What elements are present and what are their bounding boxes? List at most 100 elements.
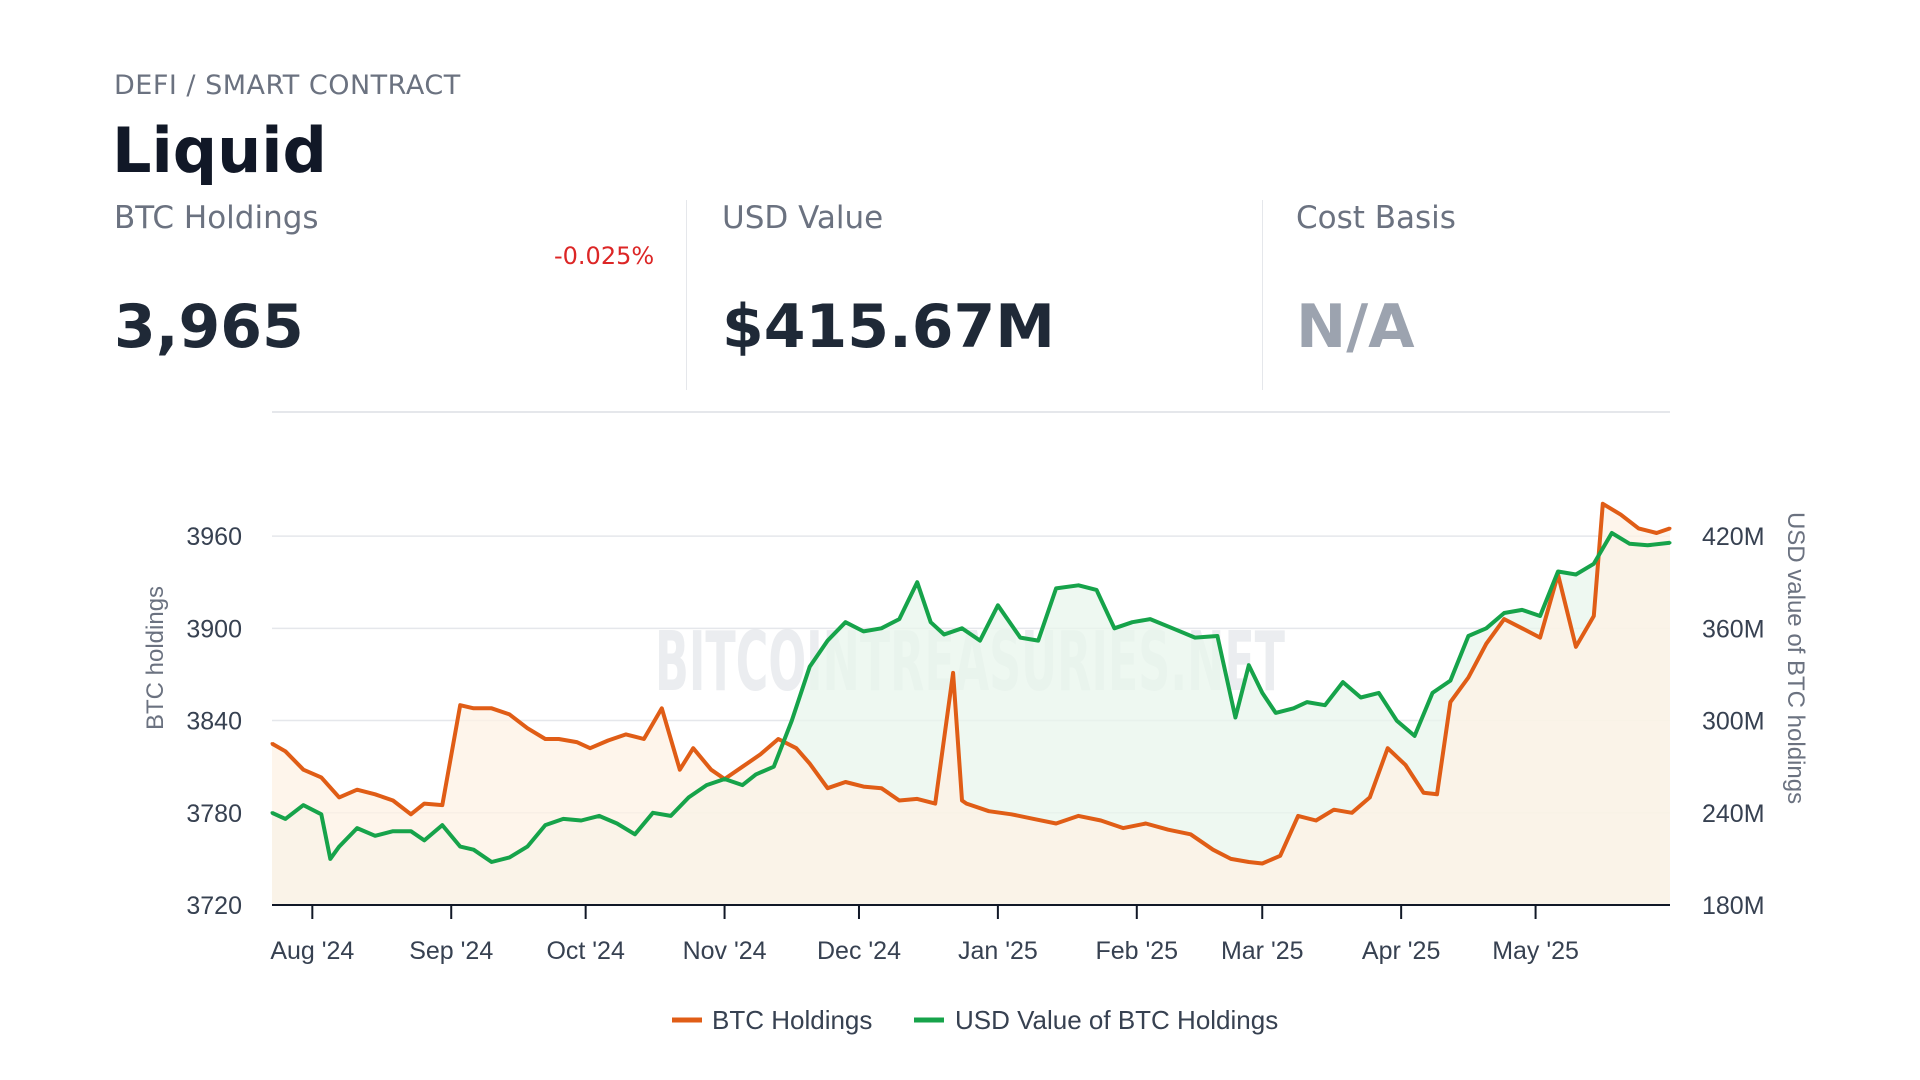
data-point-btc bbox=[691, 746, 695, 750]
x-tick-label: Jan '25 bbox=[958, 937, 1038, 965]
data-point-btc bbox=[808, 762, 812, 766]
data-point-usd bbox=[1112, 626, 1116, 630]
data-point-usd bbox=[597, 814, 601, 818]
data-point-btc bbox=[1077, 814, 1081, 818]
x-tick-label: Feb '25 bbox=[1095, 937, 1178, 965]
data-point-btc bbox=[1314, 818, 1318, 822]
data-point-btc bbox=[1435, 792, 1439, 796]
data-point-usd bbox=[1502, 611, 1506, 615]
data-point-usd bbox=[391, 829, 395, 833]
data-point-btc bbox=[1592, 614, 1596, 618]
data-point-btc bbox=[960, 798, 964, 802]
data-point-btc bbox=[458, 703, 462, 707]
data-point-btc bbox=[1386, 746, 1390, 750]
data-point-usd bbox=[422, 838, 426, 842]
data-point-btc bbox=[1422, 791, 1426, 795]
data-point-usd bbox=[687, 795, 691, 799]
y-left-tick-label: 3780 bbox=[186, 800, 242, 828]
data-point-btc bbox=[1247, 860, 1251, 864]
data-point-btc bbox=[472, 706, 476, 710]
y-right-axis-title: USD value of BTC holdings bbox=[1782, 512, 1809, 804]
data-point-usd bbox=[543, 823, 547, 827]
data-point-usd bbox=[826, 639, 830, 643]
data-point-usd bbox=[1274, 711, 1278, 715]
data-point-usd bbox=[1413, 734, 1417, 738]
data-point-btc bbox=[543, 737, 547, 741]
data-point-btc bbox=[1350, 811, 1354, 815]
data-point-usd bbox=[633, 832, 637, 836]
y-left-tick-label: 3900 bbox=[186, 615, 242, 643]
data-point-btc bbox=[794, 746, 798, 750]
data-point-usd bbox=[705, 783, 709, 787]
data-point-usd bbox=[790, 719, 794, 723]
data-point-btc bbox=[758, 752, 762, 756]
area-btc bbox=[272, 503, 1670, 905]
data-point-usd bbox=[1094, 588, 1098, 592]
data-point-usd bbox=[1574, 573, 1578, 577]
legend-item-btc-holdings[interactable]: BTC Holdings bbox=[672, 1005, 872, 1035]
data-point-btc bbox=[897, 798, 901, 802]
data-point-btc bbox=[355, 788, 359, 792]
data-point-btc bbox=[1121, 826, 1125, 830]
data-point-btc bbox=[1466, 676, 1470, 680]
data-point-usd bbox=[319, 812, 323, 816]
data-point-btc bbox=[1368, 795, 1372, 799]
x-tick-label: Aug '24 bbox=[270, 937, 354, 965]
data-point-btc bbox=[987, 809, 991, 813]
data-point-btc bbox=[1229, 857, 1233, 861]
data-point-btc bbox=[1484, 642, 1488, 646]
data-point-btc bbox=[575, 740, 579, 744]
data-point-btc bbox=[422, 802, 426, 806]
btc-holdings-change-badge: -0.025% bbox=[554, 242, 655, 270]
data-point-btc bbox=[1655, 531, 1659, 535]
data-point-usd bbox=[929, 620, 933, 624]
data-point-btc bbox=[507, 712, 511, 716]
data-point-btc bbox=[1502, 617, 1506, 621]
data-point-usd bbox=[270, 811, 274, 815]
data-point-usd bbox=[772, 765, 776, 769]
data-point-btc bbox=[969, 803, 973, 807]
data-point-btc bbox=[826, 786, 830, 790]
data-point-btc bbox=[642, 737, 646, 741]
data-point-btc bbox=[624, 732, 628, 736]
data-point-btc bbox=[490, 706, 494, 710]
data-point-usd bbox=[1610, 531, 1614, 535]
data-point-btc bbox=[1260, 862, 1264, 865]
entity-category: DEFI / SMART CONTRACT bbox=[114, 70, 461, 101]
y-left-tick-label: 3960 bbox=[186, 523, 242, 551]
data-point-usd bbox=[754, 772, 758, 776]
data-point-usd bbox=[490, 860, 494, 864]
x-tick-label: May '25 bbox=[1492, 937, 1579, 965]
data-point-usd bbox=[1395, 719, 1399, 723]
data-point-usd bbox=[1556, 569, 1560, 573]
series-line-btc bbox=[271, 501, 1671, 866]
y-left-tick-label: 3840 bbox=[186, 708, 242, 736]
data-point-usd bbox=[1668, 541, 1672, 545]
data-point-btc bbox=[740, 765, 744, 769]
data-point-usd bbox=[1054, 586, 1058, 590]
data-point-btc bbox=[1211, 848, 1215, 852]
x-tick-label: Sep '24 bbox=[409, 937, 493, 965]
data-point-btc bbox=[844, 780, 848, 784]
x-tick-label: Dec '24 bbox=[817, 937, 901, 965]
data-point-btc bbox=[965, 802, 969, 806]
data-point-btc bbox=[409, 812, 413, 816]
data-point-usd bbox=[978, 639, 982, 643]
data-point-btc bbox=[337, 795, 341, 799]
data-point-usd bbox=[942, 632, 946, 636]
legend-item-usd-value[interactable]: USD Value of BTC Holdings bbox=[914, 1005, 1278, 1035]
stat-usd-value: USD Value $415.67M bbox=[722, 200, 1262, 390]
x-tick-label: Apr '25 bbox=[1362, 937, 1440, 965]
data-point-btc bbox=[678, 768, 682, 772]
data-point-usd bbox=[915, 580, 919, 584]
data-point-btc bbox=[933, 802, 937, 806]
data-point-usd bbox=[472, 848, 476, 852]
data-point-usd bbox=[1538, 614, 1542, 618]
data-point-usd bbox=[1646, 543, 1650, 547]
data-point-btc bbox=[951, 671, 955, 675]
stat-btc-holdings-label: BTC Holdings bbox=[114, 200, 319, 236]
stat-cost-basis-value: N/A bbox=[1296, 292, 1415, 362]
chart-legend: BTC Holdings USD Value of BTC Holdings bbox=[672, 1005, 1278, 1035]
data-point-usd bbox=[1377, 691, 1381, 695]
data-point-usd bbox=[615, 822, 619, 826]
